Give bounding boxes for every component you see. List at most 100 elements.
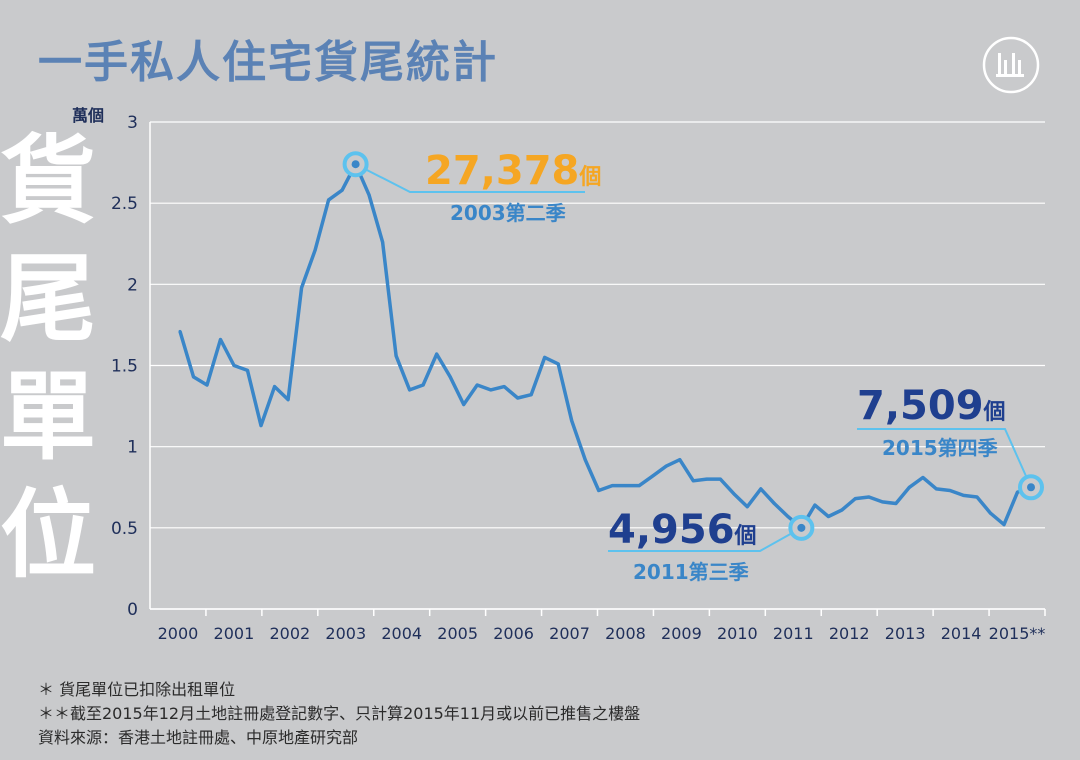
data-point (718, 477, 722, 481)
data-point (1002, 523, 1006, 527)
data-point (637, 484, 641, 488)
annotation-value: 7,509個 (857, 383, 1006, 429)
x-tick-label: 2005 (437, 624, 478, 643)
data-point (516, 396, 520, 400)
data-point (475, 383, 479, 387)
y-axis-label: 萬個 (72, 106, 105, 125)
data-point (178, 329, 182, 333)
data-point (570, 419, 574, 423)
annotation-leader (355, 163, 585, 193)
x-tick-label: 2010 (717, 624, 758, 643)
annotation-period: 2015第四季 (882, 436, 998, 460)
annotation-leader (857, 428, 1032, 488)
data-point (273, 385, 277, 389)
x-tick-label: 2003 (325, 624, 366, 643)
data-point (529, 393, 533, 397)
data-point (691, 479, 695, 483)
data-point (732, 492, 736, 496)
data-point (934, 487, 938, 491)
annotation-value: 27,378個 (425, 148, 601, 194)
series-line (178, 162, 1032, 530)
data-point (448, 375, 452, 379)
data-point (826, 514, 830, 518)
data-point (192, 375, 196, 379)
data-point (921, 476, 925, 480)
x-tick-label: 2015** (989, 624, 1046, 643)
x-tick-label: 2000 (158, 624, 199, 643)
x-tick-label: 2009 (661, 624, 702, 643)
x-tick-label: 2011 (773, 624, 814, 643)
data-point (340, 188, 344, 192)
data-point (813, 503, 817, 507)
data-point (502, 385, 506, 389)
data-point (961, 493, 965, 497)
data-point (246, 368, 250, 372)
data-point (205, 383, 209, 387)
data-point (988, 511, 992, 515)
y-tick-label: 1.5 (111, 357, 138, 377)
y-tick-label: 3 (127, 113, 138, 133)
data-point (759, 487, 763, 491)
y-tick-label: 0 (127, 600, 138, 620)
data-point (435, 352, 439, 356)
side-title: 貨 尾 單 位 (0, 122, 100, 594)
data-point (259, 424, 263, 428)
annotation-marker-dot (797, 523, 806, 532)
side-title-char: 尾 (0, 243, 96, 355)
annotation-marker-dot (1027, 483, 1035, 492)
data-point (840, 508, 844, 512)
data-point (651, 474, 655, 478)
data-point (232, 364, 236, 367)
data-point (583, 458, 587, 462)
side-title-char: 貨 (0, 125, 96, 237)
y-tick-label: 1 (127, 438, 138, 458)
annotation: 27,378個 2003第二季 (342, 148, 601, 225)
data-point (907, 485, 911, 489)
data-point (867, 495, 871, 499)
data-point (624, 484, 628, 488)
data-point (556, 362, 560, 366)
data-point (853, 497, 857, 501)
annotation-period: 2003第二季 (450, 201, 566, 225)
annotation: 7,509個 2015第四季 (857, 383, 1044, 501)
y-tick-label: 2 (127, 275, 138, 295)
data-point (948, 488, 952, 492)
data-point (381, 240, 385, 244)
data-point (705, 477, 709, 481)
data-point (880, 500, 884, 504)
y-tick-label: 2.5 (111, 194, 138, 214)
data-point (300, 286, 304, 290)
data-point (327, 198, 331, 202)
data-point (610, 484, 614, 488)
data-point (543, 355, 547, 359)
data-point (786, 514, 790, 518)
x-tick-label: 2008 (605, 624, 646, 643)
data-point (772, 501, 776, 505)
x-tick-label: 2001 (214, 624, 255, 643)
y-tick-label: 0.5 (111, 519, 138, 539)
page-title: 一手私人住宅貨尾統計 (38, 37, 498, 88)
data-point (408, 388, 412, 392)
x-tick-label: 2002 (269, 624, 310, 643)
side-title-char: 位 (0, 479, 96, 591)
footnote: ＊＊截至2015年12月土地註冊處登記數字、只計算2015年11月或以前已推售之… (38, 704, 641, 723)
annotation-value: 4,956個 (608, 507, 757, 553)
x-tick-label: 2012 (829, 624, 870, 643)
annotation-marker-dot (351, 160, 360, 169)
data-point (975, 495, 979, 499)
data-point (394, 354, 398, 358)
data-point (894, 501, 898, 505)
x-tick-label: 2006 (493, 624, 534, 643)
line-chart: 0 0.5 1 1.5 2 2.5 3 2000 2001 2002 2003 2004 2005 200… (111, 113, 1046, 643)
data-point (313, 248, 317, 252)
x-tick-label: 2007 (549, 624, 590, 643)
footnotes: ＊ 貨尾單位已扣除出租單位 ＊＊截至2015年12月土地註冊處登記數字、只計算2… (38, 678, 640, 750)
x-tick-label: 2014 (941, 624, 982, 643)
x-tick-label: 2013 (885, 624, 926, 643)
data-point (421, 383, 425, 387)
annotation-leader (608, 526, 802, 552)
side-title-char: 單 (0, 361, 96, 473)
data-point (367, 193, 371, 197)
data-point (597, 488, 601, 492)
data-point (664, 464, 668, 468)
